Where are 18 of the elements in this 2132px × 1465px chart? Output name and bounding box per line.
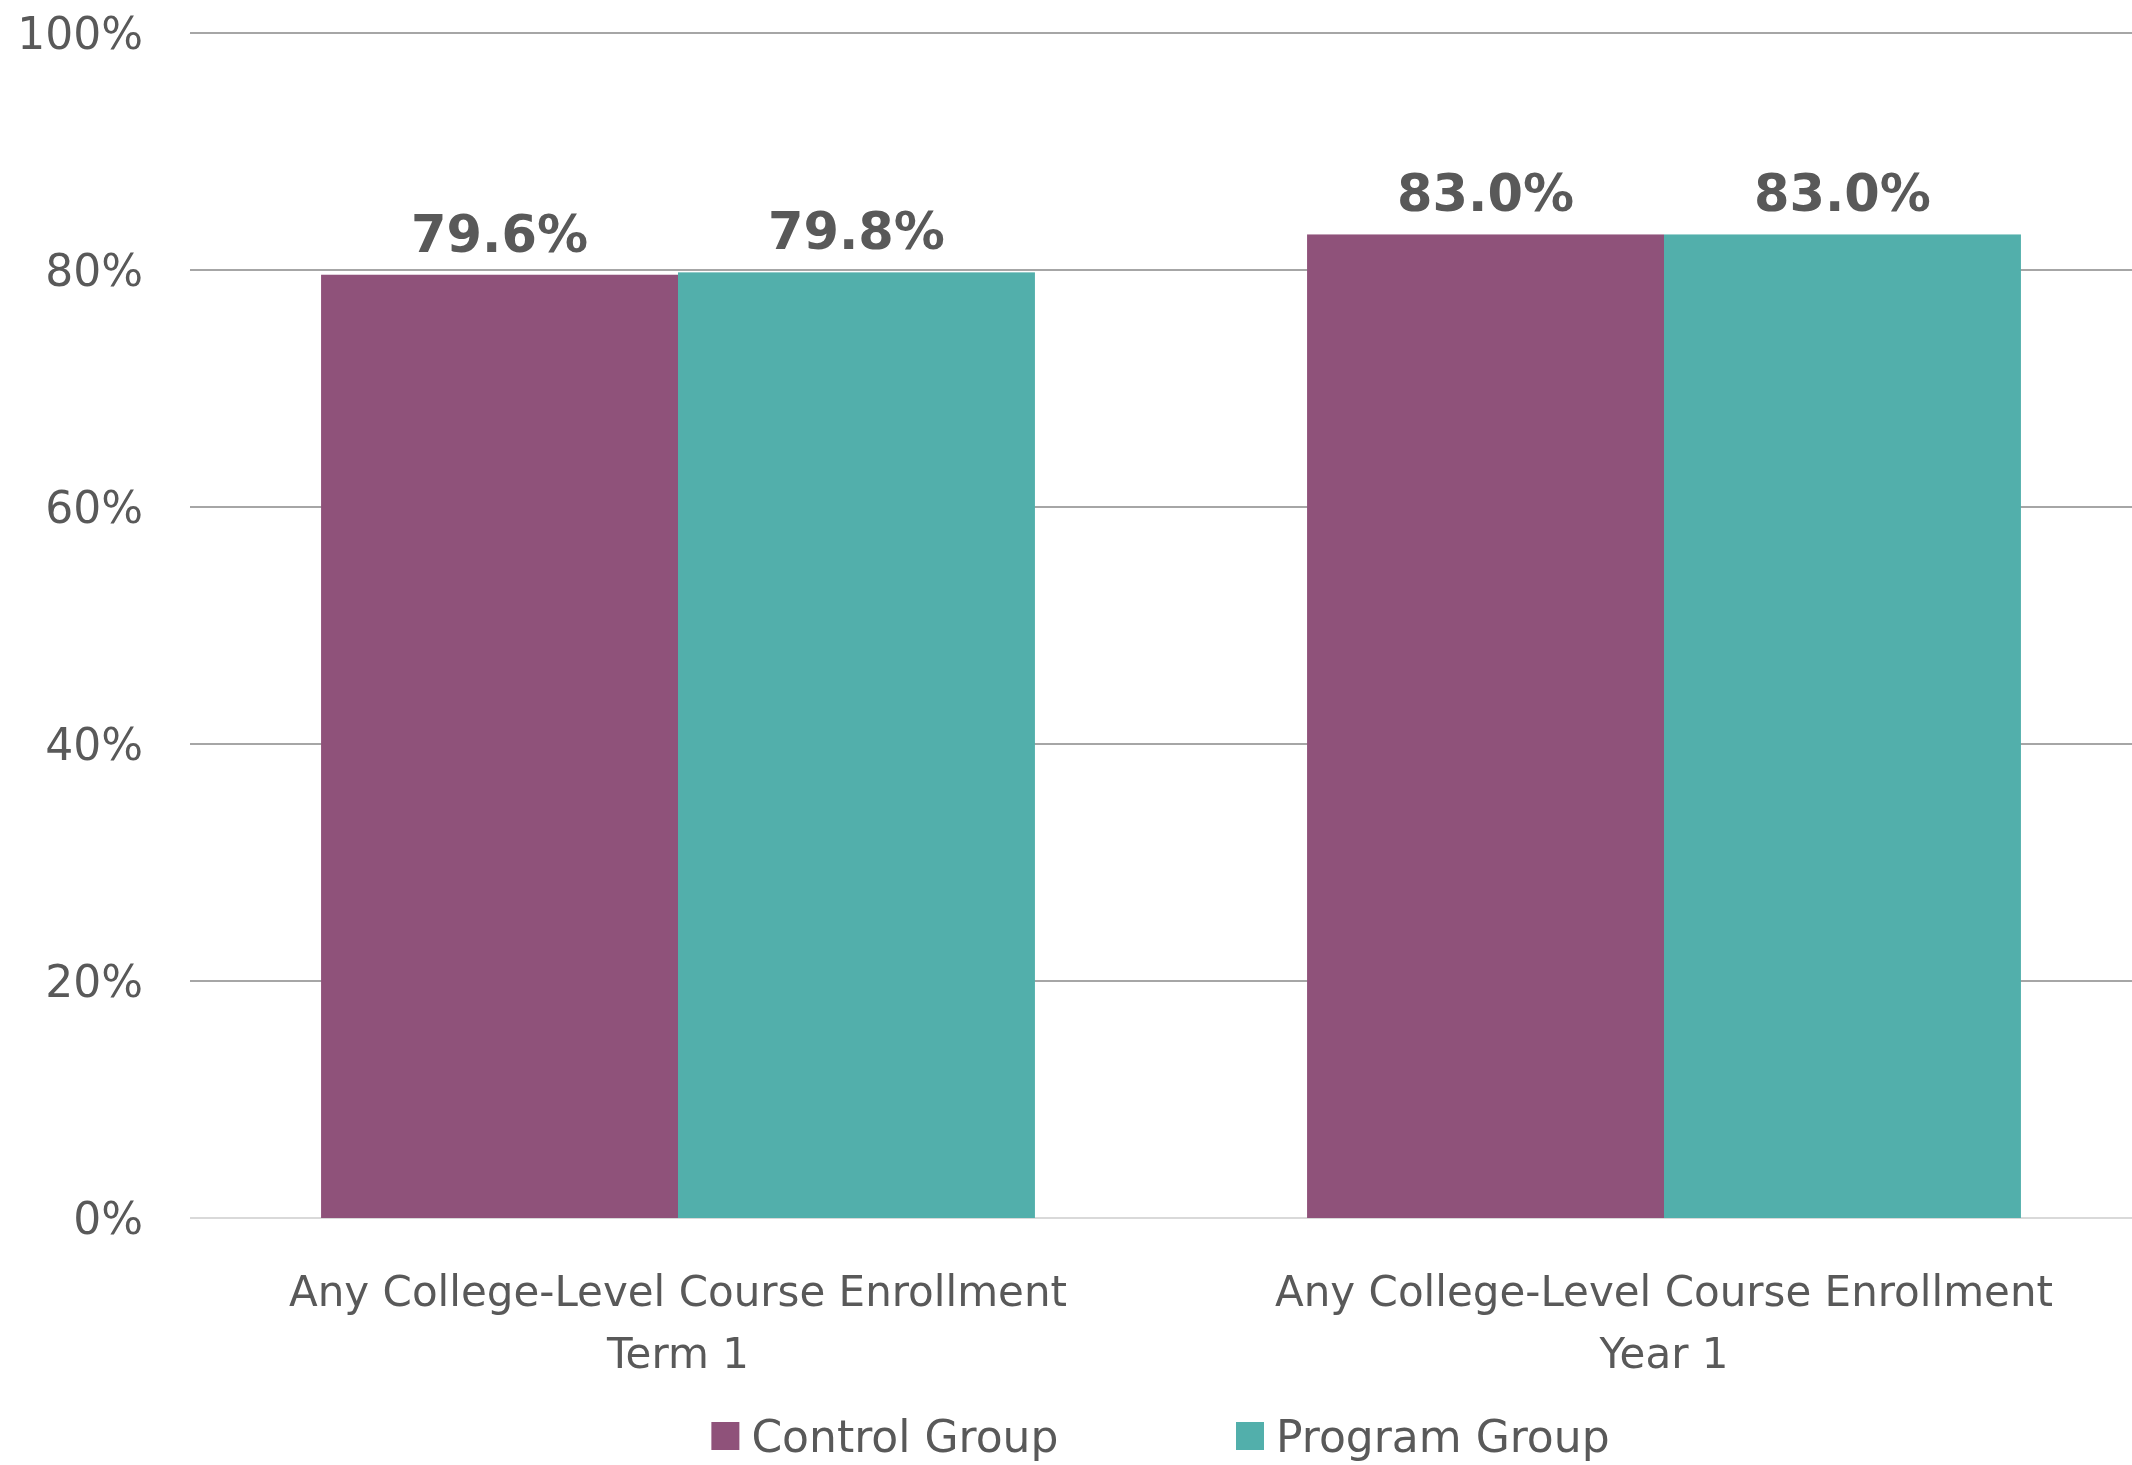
data-label: 79.6% — [411, 204, 588, 264]
y-tick-label: 80% — [45, 244, 143, 296]
data-label: 83.0% — [1397, 164, 1574, 224]
y-tick-label: 20% — [45, 955, 143, 1007]
data-label: 79.8% — [768, 202, 945, 262]
bar — [1307, 234, 1664, 1218]
y-tick-label: 60% — [45, 481, 143, 533]
legend-label: Control Group — [751, 1410, 1059, 1462]
bar — [1664, 234, 2021, 1218]
y-tick-label: 40% — [45, 718, 143, 770]
legend-label: Program Group — [1276, 1410, 1610, 1462]
bar — [321, 274, 678, 1218]
y-tick-label: 100% — [17, 7, 143, 59]
x-tick-label: Any College-Level Course Enrollment Year 1 — [1275, 1267, 2053, 1378]
y-tick-label: 0% — [73, 1192, 143, 1244]
bar — [678, 272, 1035, 1218]
data-label: 83.0% — [1754, 164, 1931, 224]
x-tick-label: Any College-Level Course Enrollment Term 1 — [289, 1267, 1067, 1378]
